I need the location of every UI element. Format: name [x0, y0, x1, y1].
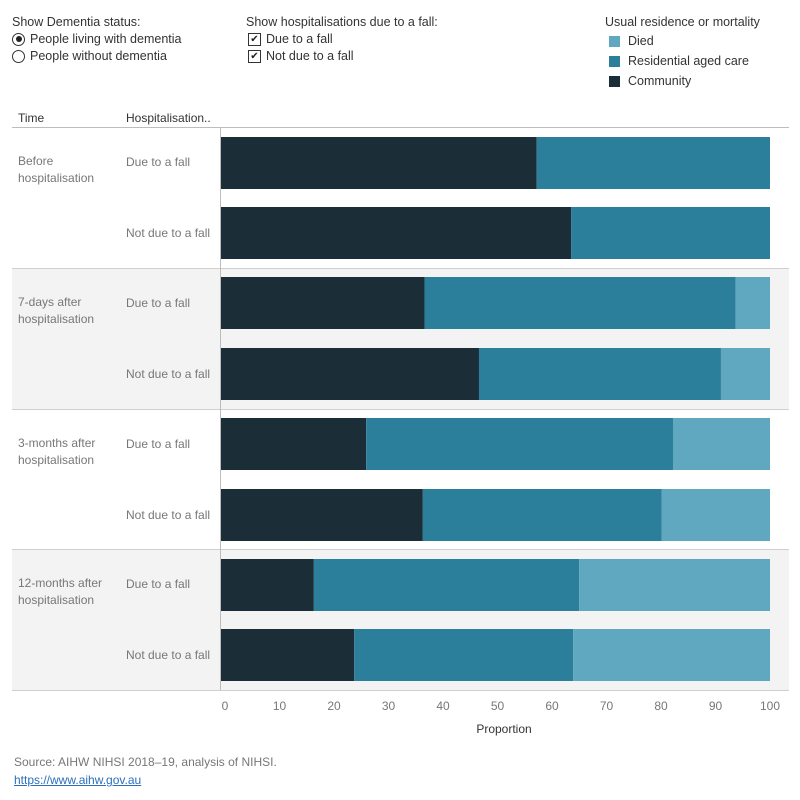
x-tick-label: 90	[708, 699, 723, 713]
time-label-line: hospitalisation	[18, 453, 95, 467]
x-tick-label: 60	[545, 699, 559, 713]
x-tick-label: 30	[381, 699, 396, 713]
fall-option-label: Due to a fall	[266, 32, 333, 46]
source-note: Source: AIHW NIHSI 2018–19, analysis of …	[14, 755, 277, 769]
legend-swatch	[609, 75, 620, 87]
row-label: Not due to a fall	[126, 508, 211, 522]
time-column-header[interactable]: Time	[18, 111, 45, 125]
time-label-12-months: 12-months after hospitalisation	[18, 575, 102, 609]
bar-segment-community[interactable]	[221, 137, 537, 189]
header-divider	[12, 127, 789, 128]
x-tick-label: 10	[272, 699, 287, 713]
x-tick-label: 80	[654, 699, 668, 713]
legend-item-died[interactable]: Died	[609, 33, 654, 49]
bar-segment-died[interactable]	[735, 277, 770, 329]
time-label-line: 12-months after	[18, 576, 103, 590]
band-divider	[12, 549, 789, 550]
legend-label: Died	[628, 34, 654, 48]
time-label-3-months: 3-months after hospitalisation	[18, 435, 95, 469]
checkbox-checked-icon[interactable]: ✔	[248, 49, 261, 63]
x-tick-label: 50	[490, 699, 505, 713]
time-label-line: Before	[18, 154, 54, 168]
bar-segment-community[interactable]	[221, 629, 355, 681]
row-label: Due to a fall	[126, 577, 191, 591]
fall-option-due[interactable]: ✔ Due to a fall	[248, 31, 333, 47]
legend-swatch	[609, 35, 620, 47]
x-tick-label: 100	[759, 699, 781, 713]
source-link[interactable]: https://www.aihw.gov.au	[14, 773, 142, 787]
dementia-option-without[interactable]: People without dementia	[12, 48, 167, 64]
time-label-before: Before hospitalisation	[18, 153, 94, 187]
row-label: Due to a fall	[126, 437, 191, 451]
plot-area	[220, 127, 789, 690]
time-label-line: hospitalisation	[18, 171, 95, 185]
bar-segment-residential-aged-care[interactable]	[422, 489, 662, 541]
bar-segment-residential-aged-care[interactable]	[366, 418, 673, 470]
band-divider	[12, 409, 789, 410]
bar-segment-died[interactable]	[720, 348, 770, 400]
bar-segment-community[interactable]	[221, 559, 314, 611]
legend-title: Usual residence or mortality	[605, 15, 760, 29]
row-label: Not due to a fall	[126, 367, 211, 381]
radio-selected-icon[interactable]	[12, 32, 25, 46]
checkbox-checked-icon[interactable]: ✔	[248, 32, 261, 46]
legend-swatch	[609, 55, 620, 67]
legend-label: Community	[628, 74, 692, 88]
time-label-7-days: 7-days after hospitalisation	[18, 294, 94, 328]
bar-segment-residential-aged-care[interactable]	[536, 137, 770, 189]
legend-label: Residential aged care	[628, 54, 749, 68]
legend-item-community[interactable]: Community	[609, 73, 691, 89]
bar-segment-residential-aged-care[interactable]	[571, 207, 770, 259]
time-label-line: 3-months after	[18, 436, 96, 450]
row-label: Not due to a fall	[126, 226, 211, 240]
row-label: Due to a fall	[126, 296, 191, 310]
time-label-line: 7-days after	[18, 295, 82, 309]
fall-option-not-due[interactable]: ✔ Not due to a fall	[248, 48, 354, 64]
dementia-filter-title: Show Dementia status:	[12, 15, 141, 29]
bar-segment-died[interactable]	[573, 629, 770, 681]
fall-option-label: Not due to a fall	[266, 49, 354, 63]
band-divider	[12, 690, 789, 691]
x-tick-label: 0	[221, 699, 229, 713]
row-label: Due to a fall	[126, 155, 191, 169]
bar-segment-residential-aged-care[interactable]	[313, 559, 580, 611]
bar-segment-community[interactable]	[221, 277, 425, 329]
dementia-option-label: People without dementia	[30, 49, 167, 63]
fall-filter-title: Show hospitalisations due to a fall:	[246, 15, 438, 29]
bar-segment-community[interactable]	[221, 418, 367, 470]
bar-segment-residential-aged-care[interactable]	[478, 348, 721, 400]
x-tick-label: 20	[327, 699, 341, 713]
bar-segment-community[interactable]	[221, 489, 423, 541]
bar-segment-died[interactable]	[661, 489, 770, 541]
radio-unselected-icon[interactable]	[12, 49, 25, 63]
x-tick-label: 40	[436, 699, 450, 713]
x-tick-label: 70	[599, 699, 614, 713]
bar-segment-died[interactable]	[579, 559, 770, 611]
bar-segment-residential-aged-care[interactable]	[354, 629, 574, 681]
dementia-option-label: People living with dementia	[30, 32, 182, 46]
legend-item-residential-aged-care[interactable]: Residential aged care	[609, 53, 749, 69]
bar-segment-residential-aged-care[interactable]	[424, 277, 736, 329]
hospitalisation-column-header[interactable]: Hospitalisation..	[126, 111, 211, 125]
time-label-line: hospitalisation	[18, 593, 95, 607]
bar-segment-community[interactable]	[221, 348, 479, 400]
dementia-option-living[interactable]: People living with dementia	[12, 31, 181, 47]
bar-segment-community[interactable]	[221, 207, 572, 259]
band-divider	[12, 268, 789, 269]
row-label: Not due to a fall	[126, 648, 211, 662]
time-label-line: hospitalisation	[18, 312, 95, 326]
x-axis-label: Proportion	[476, 722, 532, 736]
bar-segment-died[interactable]	[672, 418, 770, 470]
